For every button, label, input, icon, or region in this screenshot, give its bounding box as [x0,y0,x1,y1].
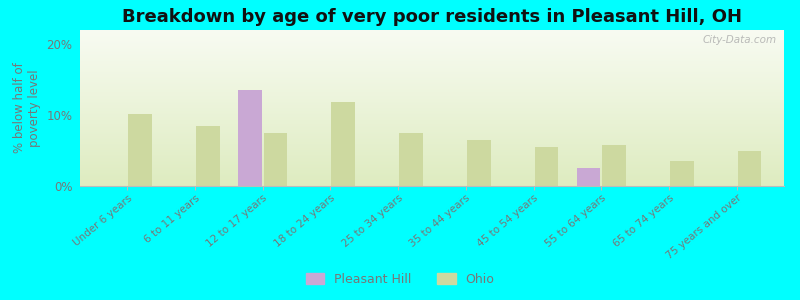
Bar [738,151,762,186]
Bar [534,147,558,186]
Bar [467,140,490,186]
Bar [670,161,694,186]
Bar [331,102,355,186]
Legend: Pleasant Hill, Ohio: Pleasant Hill, Ohio [301,268,499,291]
Bar [399,133,423,186]
Bar [602,145,626,186]
Bar [238,90,262,186]
Bar [196,126,220,186]
Title: Breakdown by age of very poor residents in Pleasant Hill, OH: Breakdown by age of very poor residents … [122,8,742,26]
Y-axis label: % below half of
poverty level: % below half of poverty level [13,63,41,153]
Text: City-Data.com: City-Data.com [703,35,777,45]
Bar [128,114,152,186]
Bar [264,133,287,186]
Bar [577,168,600,186]
